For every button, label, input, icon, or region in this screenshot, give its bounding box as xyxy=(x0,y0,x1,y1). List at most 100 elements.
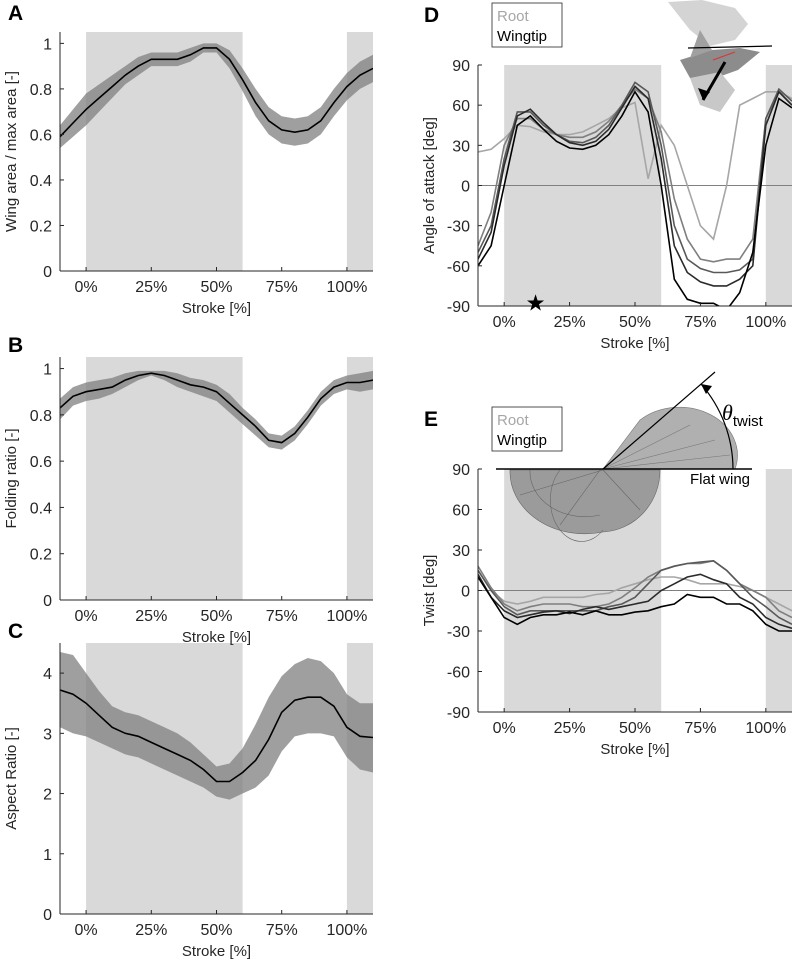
x-tick-label: 0% xyxy=(75,608,98,625)
twist-diagram xyxy=(496,371,752,542)
series-line xyxy=(60,372,373,444)
y-axis-label: Folding ratio [-] xyxy=(3,428,20,528)
y-tick-label: -30 xyxy=(447,219,470,236)
y-axis-label: Angle of attack [deg] xyxy=(421,117,438,254)
y-tick-label: -60 xyxy=(447,665,470,682)
legend-box xyxy=(491,406,563,452)
panel: 0% 25% 50% 75% 100% 0 0.2 0.4 0.6 0.8 1 Stroke [%] W… xyxy=(3,2,373,317)
y-tick-label: 0 xyxy=(43,264,52,281)
y-tick-label: 3 xyxy=(43,726,52,743)
legend-box xyxy=(491,2,563,48)
y-tick-label: 60 xyxy=(452,98,470,115)
y-tick-label: 0.2 xyxy=(30,218,52,235)
x-axis-label: Stroke [%] xyxy=(182,629,251,646)
x-tick-label: 25% xyxy=(135,279,167,296)
sd-band xyxy=(60,370,373,450)
series-line xyxy=(478,573,792,630)
x-tick-label: 75% xyxy=(684,314,716,331)
y-tick-label: 1 xyxy=(43,847,52,864)
series-line xyxy=(478,88,792,263)
bird-illustration xyxy=(668,0,773,112)
x-tick-label: 25% xyxy=(554,314,586,331)
x-axis-label: Stroke [%] xyxy=(182,943,251,960)
series-line xyxy=(478,90,792,306)
x-tick-label: 25% xyxy=(554,720,586,737)
legend-entry: Wingtip xyxy=(497,28,547,45)
x-tick-label: 0% xyxy=(75,279,98,296)
panel-letter: D xyxy=(424,4,439,27)
y-tick-label: 90 xyxy=(452,462,470,479)
x-tick-label: 100% xyxy=(745,314,786,331)
y-tick-label: 0.8 xyxy=(30,82,52,99)
x-tick-label: 75% xyxy=(266,279,298,296)
y-axis-label: Twist [deg] xyxy=(421,555,438,627)
x-tick-label: 100% xyxy=(326,922,367,939)
theta-label: θtwist xyxy=(722,400,764,430)
x-tick-label: 100% xyxy=(326,608,367,625)
x-tick-label: 100% xyxy=(326,279,367,296)
y-tick-label: -60 xyxy=(447,259,470,276)
series-line xyxy=(478,569,792,612)
star-marker xyxy=(527,294,545,311)
series-line xyxy=(478,576,792,632)
y-tick-label: 0.4 xyxy=(30,500,52,517)
panel-letter: C xyxy=(8,620,23,643)
x-tick-label: 100% xyxy=(745,720,786,737)
theta-subscript: twist xyxy=(733,413,764,430)
y-axis-label: Aspect Ratio [-] xyxy=(3,727,20,830)
y-tick-label: 30 xyxy=(452,543,470,560)
y-tick-label: 0 xyxy=(461,584,470,601)
x-tick-label: 0% xyxy=(493,720,516,737)
stroke-phase-shade xyxy=(346,357,373,600)
panel-letter: B xyxy=(8,334,23,357)
flat-wing-label: Flat wing xyxy=(690,471,750,488)
stroke-phase-shade xyxy=(346,643,373,914)
panel: 0% 25% 50% 75% 100% 0 0.2 0.4 0.6 0.8 1 Stroke [%] F… xyxy=(3,334,373,646)
y-tick-label: -90 xyxy=(447,299,470,316)
theta-symbol: θ xyxy=(722,400,733,425)
series-line xyxy=(478,81,792,274)
y-tick-label: 2 xyxy=(43,787,52,804)
x-tick-label: 50% xyxy=(619,720,651,737)
y-tick-label: 60 xyxy=(452,503,470,520)
x-tick-label: 75% xyxy=(266,922,298,939)
y-tick-label: 1 xyxy=(43,36,52,53)
x-tick-label: 0% xyxy=(75,922,98,939)
x-axis-label: Stroke [%] xyxy=(600,741,669,758)
y-tick-label: 0.4 xyxy=(30,173,52,190)
legend-entry: Wingtip xyxy=(497,432,547,449)
x-tick-label: 0% xyxy=(493,314,516,331)
x-tick-label: 75% xyxy=(684,720,716,737)
x-tick-label: 50% xyxy=(619,314,651,331)
x-tick-label: 50% xyxy=(200,279,232,296)
x-tick-label: 25% xyxy=(135,608,167,625)
legend-entry: Root xyxy=(497,8,530,25)
x-tick-label: 50% xyxy=(200,608,232,625)
x-axis-label: Stroke [%] xyxy=(600,335,669,352)
y-tick-label: 30 xyxy=(452,138,470,155)
legend-entry: Root xyxy=(497,412,530,429)
y-tick-label: 0.6 xyxy=(30,127,52,144)
x-tick-label: 25% xyxy=(135,922,167,939)
x-tick-label: 75% xyxy=(266,608,298,625)
series-line xyxy=(478,85,792,287)
panel: 0% 25% 50% 75% 100% -90 -60 -30 0 30 60 90 Stroke [%… xyxy=(421,2,792,352)
y-tick-label: 4 xyxy=(43,666,52,683)
sd-band xyxy=(60,652,373,800)
y-tick-label: 0.2 xyxy=(30,547,52,564)
y-tick-label: 90 xyxy=(452,58,470,75)
panel: 0% 25% 50% 75% 100% 0 1 2 3 4 Stroke [%] Aspect Rat… xyxy=(3,620,373,960)
stroke-phase-shade xyxy=(86,32,243,271)
y-tick-label: 0.6 xyxy=(30,454,52,471)
y-tick-label: 0.8 xyxy=(30,408,52,425)
panel-letter: E xyxy=(424,408,438,431)
series-line xyxy=(478,559,792,626)
series-line xyxy=(60,689,373,783)
y-tick-label: 1 xyxy=(43,362,52,379)
y-tick-label: 0 xyxy=(461,179,470,196)
x-tick-label: 50% xyxy=(200,922,232,939)
y-tick-label: 0 xyxy=(43,907,52,924)
panel-letter: A xyxy=(8,2,23,25)
sd-band xyxy=(60,43,373,149)
